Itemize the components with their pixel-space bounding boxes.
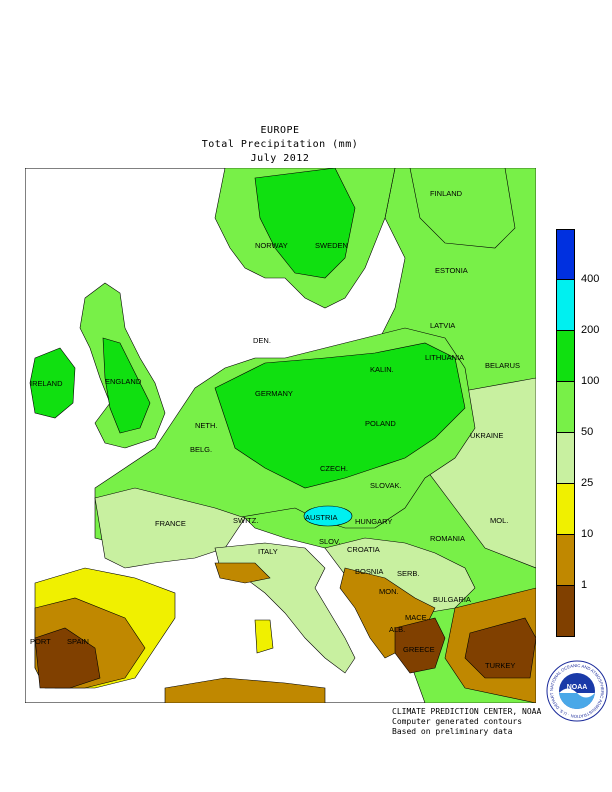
land-greece	[394, 617, 446, 674]
label-italy: ITALY	[258, 547, 278, 556]
noaa-logo: NATIONAL OCEANIC AND ATMOSPHERIC ADMINIS…	[546, 660, 608, 722]
label-finland: FINLAND	[430, 189, 463, 198]
credits: CLIMATE PREDICTION CENTER, NOAA Computer…	[392, 707, 541, 737]
label-latvia: LATVIA	[430, 321, 455, 330]
credit-line-3: Based on preliminary data	[392, 727, 513, 736]
label-bulgaria: BULGARIA	[433, 595, 471, 604]
label-turkey: TURKEY	[485, 661, 515, 670]
label-mace: MACE.	[405, 613, 429, 622]
legend-tick-label: 100	[581, 375, 600, 387]
label-serb: SERB.	[397, 569, 420, 578]
legend-tick-label: 25	[581, 477, 594, 489]
label-croatia: CROATIA	[347, 545, 380, 554]
legend-tick-label: 400	[581, 273, 600, 285]
label-romania: ROMANIA	[430, 534, 465, 543]
label-spain: SPAIN	[67, 637, 89, 646]
label-mol: MOL.	[490, 516, 508, 525]
label-hungary: HUNGARY	[355, 517, 392, 526]
label-mon: MON.	[379, 587, 399, 596]
legend	[556, 229, 575, 637]
label-alb: ALB.	[389, 625, 405, 634]
label-ireland: IRELAND	[30, 379, 63, 388]
legend-swatch	[556, 229, 575, 280]
label-ukraine: UKRAINE	[470, 431, 503, 440]
title-region: EUROPE	[260, 125, 300, 136]
logo-text: NOAA	[567, 684, 588, 691]
legend-swatch	[556, 535, 575, 586]
label-greece: GREECE	[403, 645, 435, 654]
label-neth: NETH.	[195, 421, 218, 430]
title-period: July 2012	[250, 153, 310, 164]
land-finland	[409, 168, 516, 249]
label-austria: AUSTRIA	[305, 513, 338, 522]
label-kalin: KALIN.	[370, 365, 394, 374]
label-slov: SLOV.	[319, 537, 340, 546]
label-norway: NORWAY	[255, 241, 288, 250]
precipitation-map: FINLAND NORWAY SWEDEN ESTONIA LATVIA DEN…	[25, 168, 536, 703]
legend-swatch	[556, 331, 575, 382]
map-title: EUROPE Total Precipitation (mm) July 201…	[0, 124, 560, 166]
label-den: DEN.	[253, 336, 271, 345]
label-england: ENGLAND	[105, 377, 142, 386]
legend-tick-label: 10	[581, 528, 594, 540]
land-iberia-driest	[34, 627, 101, 689]
legend-swatch	[556, 484, 575, 535]
austria-max	[303, 505, 353, 527]
label-lithuania: LITHUANIA	[425, 353, 464, 362]
land-scandinavia-wet	[254, 168, 356, 279]
label-belg: BELG.	[190, 445, 212, 454]
land-italy-dry	[214, 562, 271, 584]
legend-swatch	[556, 586, 575, 637]
label-bosnia: BOSNIA	[355, 567, 383, 576]
label-germany: GERMANY	[255, 389, 293, 398]
legend-tick-label: 50	[581, 426, 594, 438]
label-estonia: ESTONIA	[435, 266, 468, 275]
label-slovak: SLOVAK.	[370, 481, 402, 490]
label-czech: CZECH.	[320, 464, 348, 473]
label-sweden: SWEDEN	[315, 241, 348, 250]
land-central-wet	[214, 342, 466, 489]
land-ireland	[29, 347, 76, 419]
credit-line-1: CLIMATE PREDICTION CENTER, NOAA	[392, 707, 542, 716]
legend-tick-label: 200	[581, 324, 600, 336]
label-switz: SWITZ.	[233, 516, 258, 525]
label-france: FRANCE	[155, 519, 186, 528]
legend-tick-label: 1	[581, 579, 588, 591]
land-britain-wet	[102, 337, 151, 434]
land-north-africa	[164, 677, 326, 703]
land-sardinia	[254, 619, 274, 654]
label-poland: POLAND	[365, 419, 396, 428]
credit-line-2: Computer generated contours	[392, 717, 523, 726]
land-turkey-dry	[464, 617, 536, 679]
legend-swatch	[556, 280, 575, 331]
legend-swatch	[556, 382, 575, 433]
legend-swatch	[556, 433, 575, 484]
title-variable: Total Precipitation (mm)	[201, 139, 359, 150]
label-belarus: BELARUS	[485, 361, 520, 370]
label-port: PORT	[30, 637, 51, 646]
